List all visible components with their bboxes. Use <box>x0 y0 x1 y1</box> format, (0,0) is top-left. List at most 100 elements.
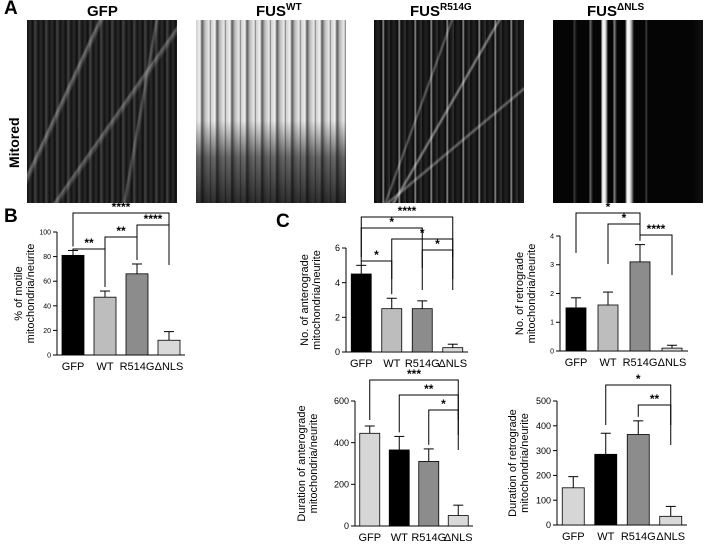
bar-B-1 <box>93 296 117 356</box>
significance-label-C3: *** <box>407 367 421 381</box>
y-axis-label-C4: Duration of retrogrademitochondria/neuri… <box>507 409 531 517</box>
kymo-title-fus-dnls: FUSΔNLS <box>587 2 645 20</box>
x-tick-label-C2-0: GFP <box>565 357 588 369</box>
significance-bracket-C1 <box>360 216 454 257</box>
significance-label-C3: ** <box>424 382 434 396</box>
significance-label-C2: * <box>606 200 611 214</box>
significance-bracket-C3 <box>428 409 459 450</box>
x-tick-label-B-3: ΔNLS <box>155 361 184 373</box>
kymograph-fus-wt <box>196 20 346 203</box>
bar-C3-2 <box>418 461 440 527</box>
bar-C3-0 <box>359 432 381 527</box>
bar-C2-0 <box>565 307 587 352</box>
bar-C1-2 <box>411 308 433 353</box>
y-tick-label-C3: 0 <box>344 521 349 531</box>
y-tick-label-C1: 0 <box>335 347 340 357</box>
y-tick-label-B: 40 <box>43 303 51 310</box>
bar-C3-1 <box>388 449 410 527</box>
significance-label-B: **** <box>144 212 163 226</box>
significance-label-C2: * <box>622 211 627 225</box>
panel-letter-a: A <box>4 0 18 19</box>
x-tick-label-C3-3: ΔNLS <box>444 532 473 544</box>
y-tick-label-C2: 0 <box>550 348 554 355</box>
significance-bracket-B <box>136 224 170 265</box>
significance-bracket-B <box>72 212 170 253</box>
y-tick-label-C3: 200 <box>334 479 349 489</box>
y-tick-label-C3: 400 <box>334 438 349 448</box>
kymo-title-fus-wt: FUSWT <box>256 2 302 20</box>
y-tick-label-C4: 500 <box>536 396 551 406</box>
panel-letter-b: B <box>4 206 18 227</box>
x-tick-label-B-2: R514G <box>120 361 155 373</box>
significance-label-C2: **** <box>647 222 666 236</box>
x-tick-label-C4-3: ΔNLS <box>656 531 685 543</box>
significance-label-C4: * <box>636 372 641 386</box>
significance-label-C1: * <box>435 237 440 251</box>
significance-label-C3: * <box>441 397 446 411</box>
y-tick-label-C2: 1 <box>550 320 554 327</box>
significance-bracket-C4 <box>605 384 672 425</box>
y-axis-label-B: % of motilemitochondria/neurite <box>13 244 37 344</box>
x-tick-label-B-0: GFP <box>62 361 85 373</box>
bar-C3-3 <box>447 515 469 527</box>
x-tick-label-C1-0: GFP <box>350 358 373 370</box>
significance-label-C4: ** <box>650 392 660 406</box>
bar-B-2 <box>125 273 149 356</box>
x-tick-label-C3-1: WT <box>391 532 408 544</box>
significance-label-B: ** <box>116 224 126 238</box>
bar-C4-0 <box>561 487 585 526</box>
y-tick-label-C4: 0 <box>546 520 551 530</box>
x-tick-label-C2-1: WT <box>599 357 616 369</box>
y-tick-label-C4: 400 <box>536 421 551 431</box>
y-tick-label-B: 80 <box>43 254 51 261</box>
significance-bracket-C1 <box>421 249 454 290</box>
significance-label-B: **** <box>112 200 131 214</box>
y-tick-label-C4: 300 <box>536 446 551 456</box>
bar-C1-1 <box>381 308 403 353</box>
bar-C1-3 <box>442 347 464 353</box>
y-tick-label-C1: 4 <box>335 278 340 288</box>
bar-C4-2 <box>626 434 650 526</box>
x-tick-label-C3-2: R514G <box>411 532 446 544</box>
y-tick-label-C4: 100 <box>536 495 551 505</box>
kymograph-gfp <box>27 20 177 203</box>
x-tick-label-B-1: WT <box>96 361 113 373</box>
x-tick-label-C1-2: R514G <box>405 358 440 370</box>
x-tick-label-C4-2: R514G <box>621 531 656 543</box>
x-tick-label-C2-3: ΔNLS <box>658 357 687 369</box>
bar-C1-0 <box>350 273 372 353</box>
x-tick-label-C1-1: WT <box>383 358 400 370</box>
significance-label-C1: * <box>374 248 379 262</box>
bar-C4-1 <box>594 453 618 526</box>
y-tick-label-C1: 6 <box>335 243 340 253</box>
x-tick-label-C4-1: WT <box>597 531 614 543</box>
y-axis-label-C3: Duration of anterogrademitochondria/neur… <box>296 405 320 521</box>
bar-B-3 <box>157 339 181 356</box>
y-tick-label-B: 20 <box>43 328 51 335</box>
bar-C2-3 <box>661 347 683 352</box>
y-tick-label-C2: 3 <box>550 262 554 269</box>
significance-label-C1: * <box>389 215 394 229</box>
x-tick-label-C3-0: GFP <box>358 532 381 544</box>
kymo-title-gfp: GFP <box>87 3 118 20</box>
bar-B-0 <box>61 254 85 356</box>
bar-C4-3 <box>659 515 683 526</box>
y-tick-label-C2: 4 <box>550 233 554 240</box>
bar-C2-2 <box>629 261 651 352</box>
y-tick-label-C2: 2 <box>550 291 554 298</box>
kymo-title-fus-r514g: FUSR514G <box>410 2 472 20</box>
x-tick-label-C1-3: ΔNLS <box>438 358 467 370</box>
y-tick-label-C4: 200 <box>536 471 551 481</box>
significance-bracket-B <box>104 236 138 277</box>
bar-C2-1 <box>597 304 619 352</box>
y-tick-label-B: 100 <box>39 229 51 236</box>
kymograph-fus-dnls <box>553 20 703 203</box>
significance-bracket-C3 <box>369 379 459 420</box>
y-axis-label-C2: No. of retrogrademitochondria/neurite <box>514 244 538 344</box>
significance-bracket-C2 <box>607 223 641 264</box>
significance-label-C1: **** <box>398 204 417 218</box>
panel-letter-c: C <box>276 211 290 232</box>
y-axis-label-C1: No. of anterogrademitochondria/neurite <box>299 250 323 350</box>
x-tick-label-C4-0: GFP <box>562 531 585 543</box>
